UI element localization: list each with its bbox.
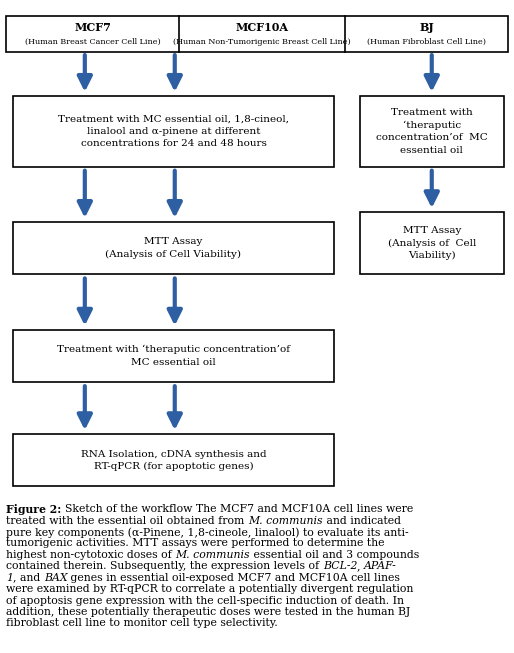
Text: MTT Assay
(Analysis of  Cell
Viability): MTT Assay (Analysis of Cell Viability) xyxy=(388,226,476,261)
Text: pure key components (α-Pinene, 1,8-cineole, linalool) to evaluate its anti-: pure key components (α-Pinene, 1,8-cineo… xyxy=(6,527,409,537)
Text: BAX: BAX xyxy=(44,573,67,582)
Bar xyxy=(13,434,334,486)
Text: Treatment with MC essential oil, 1,8-cineol,
linalool and α-pinene at different
: Treatment with MC essential oil, 1,8-cin… xyxy=(58,114,289,148)
Text: (Human Breast Cancer Cell Line): (Human Breast Cancer Cell Line) xyxy=(25,38,160,46)
Text: genes in essential oil-exposed MCF7 and MCF10A cell lines: genes in essential oil-exposed MCF7 and … xyxy=(67,573,400,582)
Text: fibroblast cell line to monitor cell type selectivity.: fibroblast cell line to monitor cell typ… xyxy=(6,618,278,628)
Text: Sketch of the workflow The MCF7 and MCF10A cell lines were: Sketch of the workflow The MCF7 and MCF1… xyxy=(65,504,413,514)
Text: (Human Non-Tumorigenic Breast Cell Line): (Human Non-Tumorigenic Breast Cell Line) xyxy=(173,38,351,46)
Text: Treatment with
‘theraputic
concentration’of  MC
essential oil: Treatment with ‘theraputic concentration… xyxy=(376,108,488,155)
Text: essential oil and 3 compounds: essential oil and 3 compounds xyxy=(250,550,419,560)
Text: tumorigenic activities. MTT assays were performed to determine the: tumorigenic activities. MTT assays were … xyxy=(6,538,384,549)
Text: Treatment with ‘theraputic concentration’of
MC essential oil: Treatment with ‘theraputic concentration… xyxy=(57,345,290,367)
Bar xyxy=(6,16,508,52)
Text: were examined by RT-qPCR to correlate a potentially divergent regulation: were examined by RT-qPCR to correlate a … xyxy=(6,584,414,594)
Bar xyxy=(13,222,334,274)
Text: 1: 1 xyxy=(6,573,13,582)
Text: of apoptosis gene expression with the cell-specific induction of death. In: of apoptosis gene expression with the ce… xyxy=(6,596,404,605)
Text: BJ: BJ xyxy=(419,22,434,33)
Text: treated with the essential oil obtained from: treated with the essential oil obtained … xyxy=(6,516,248,526)
Bar xyxy=(360,96,504,167)
Text: MCF10A: MCF10A xyxy=(235,22,289,33)
Bar xyxy=(360,212,504,274)
Text: addition, these potentially therapeutic doses were tested in the human BJ: addition, these potentially therapeutic … xyxy=(6,607,410,617)
Text: MCF7: MCF7 xyxy=(74,22,111,33)
Text: M. communis: M. communis xyxy=(175,550,250,560)
Bar xyxy=(13,96,334,167)
Text: ,: , xyxy=(357,561,364,571)
Text: contained therein. Subsequently, the expression levels of: contained therein. Subsequently, the exp… xyxy=(6,561,323,571)
Text: MTT Assay
(Analysis of Cell Viability): MTT Assay (Analysis of Cell Viability) xyxy=(105,237,242,259)
Text: (Human Fibroblast Cell Line): (Human Fibroblast Cell Line) xyxy=(367,38,486,46)
Bar xyxy=(13,330,334,382)
Text: BCL-2: BCL-2 xyxy=(323,561,357,571)
Text: M. communis: M. communis xyxy=(248,516,323,526)
Text: RNA Isolation, cDNA synthesis and
RT-qPCR (for apoptotic genes): RNA Isolation, cDNA synthesis and RT-qPC… xyxy=(81,449,266,471)
Text: Figure 2:: Figure 2: xyxy=(6,504,65,515)
Text: highest non-cytotoxic doses of: highest non-cytotoxic doses of xyxy=(6,550,175,560)
Text: APAF-: APAF- xyxy=(364,561,397,571)
Text: and indicated: and indicated xyxy=(323,516,400,526)
Text: , and: , and xyxy=(13,573,44,582)
